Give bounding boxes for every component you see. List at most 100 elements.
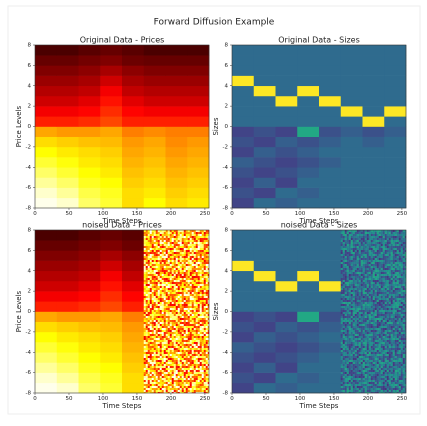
noise-cell — [340, 268, 343, 271]
noise-cell — [384, 274, 387, 277]
noise-cell — [400, 236, 403, 239]
noise-cell — [372, 278, 375, 281]
noise-cell — [356, 318, 359, 321]
noise-cell — [370, 294, 373, 297]
noise-cell — [368, 256, 371, 259]
noise-cell — [185, 274, 188, 277]
noise-cell — [151, 234, 154, 237]
noise-cell — [382, 328, 385, 331]
noise-cell — [185, 282, 188, 285]
noise-cell — [360, 264, 363, 267]
noise-cell — [404, 290, 407, 293]
noise-cell — [157, 388, 160, 391]
noise-cell — [185, 312, 188, 315]
noise-cell — [173, 292, 176, 295]
noise-cell — [398, 292, 401, 295]
noise-cell — [386, 286, 389, 289]
noise-cell — [149, 386, 152, 389]
heatmap-cell — [78, 65, 101, 76]
noise-cell — [374, 254, 377, 257]
noise-cell — [183, 304, 186, 307]
noise-cell — [157, 268, 160, 271]
noise-cell — [187, 258, 190, 261]
heatmap-cell — [297, 352, 320, 363]
y-tick-label: -4 — [26, 165, 32, 171]
noise-cell — [167, 242, 170, 245]
noise-cell — [370, 322, 373, 325]
noise-cell — [364, 322, 367, 325]
noise-cell — [203, 356, 206, 359]
noise-cell — [376, 320, 379, 323]
noise-cell — [384, 234, 387, 237]
noise-cell — [376, 238, 379, 241]
noise-cell — [360, 276, 363, 279]
heatmap-cell — [100, 291, 123, 302]
heatmap-cell — [78, 362, 101, 373]
noise-cell — [394, 284, 397, 287]
noise-cell — [195, 306, 198, 309]
noise-cell — [372, 322, 375, 325]
heatmap-cell — [78, 126, 101, 137]
noise-cell — [181, 366, 184, 369]
noise-cell — [378, 242, 381, 245]
noise-cell — [201, 272, 204, 275]
noise-cell — [151, 336, 154, 339]
noise-cell — [189, 252, 192, 255]
noise-cell — [348, 290, 351, 293]
noise-cell — [171, 328, 174, 331]
noise-cell — [183, 388, 186, 391]
noise-cell — [173, 332, 176, 335]
noise-cell — [342, 256, 345, 259]
heatmap-cell — [35, 55, 58, 66]
heatmap-cell — [100, 167, 123, 178]
heatmap-cell — [232, 95, 255, 107]
noise-cell — [340, 318, 343, 321]
noise-cell — [165, 276, 168, 279]
noise-cell — [165, 272, 168, 275]
heatmap-cell — [275, 301, 298, 312]
noise-cell — [151, 342, 154, 345]
noise-cell — [167, 382, 170, 385]
noise-cell — [376, 312, 379, 315]
noise-cell — [197, 382, 200, 385]
noise-cell — [384, 268, 387, 271]
heatmap-cell — [275, 167, 298, 178]
noise-cell — [143, 332, 146, 335]
noise-cell — [404, 326, 407, 329]
noise-cell — [159, 254, 162, 257]
noise-cell — [199, 324, 202, 327]
noise-cell — [177, 392, 180, 394]
noise-cell — [374, 270, 377, 273]
noise-cell — [153, 292, 156, 295]
heatmap-cell — [384, 55, 407, 66]
noise-cell — [167, 292, 170, 295]
noise-cell — [400, 294, 403, 297]
noise-cell — [396, 240, 399, 243]
noise-cell — [191, 330, 194, 333]
noise-cell — [163, 362, 166, 365]
noise-cell — [155, 362, 158, 365]
noise-cell — [352, 230, 355, 233]
noise-cell — [386, 272, 389, 275]
noise-cell — [374, 328, 377, 331]
noise-cell — [193, 232, 196, 235]
y-tick-label: -8 — [223, 206, 229, 212]
noise-cell — [205, 288, 208, 291]
noise-cell — [404, 238, 407, 241]
noise-cell — [203, 264, 206, 267]
noise-cell — [145, 354, 148, 357]
heatmap-cell — [340, 157, 363, 168]
noise-cell — [163, 294, 166, 297]
noise-cell — [199, 338, 202, 341]
noise-cell — [350, 262, 353, 265]
noise-cell — [167, 296, 170, 299]
noise-cell — [189, 380, 192, 383]
noise-cell — [171, 358, 174, 361]
noise-cell — [342, 334, 345, 337]
noise-cell — [161, 302, 164, 305]
noise-cell — [161, 376, 164, 379]
noise-cell — [354, 254, 357, 257]
noise-cell — [149, 280, 152, 283]
noise-cell — [163, 348, 166, 351]
noise-cell — [354, 330, 357, 333]
